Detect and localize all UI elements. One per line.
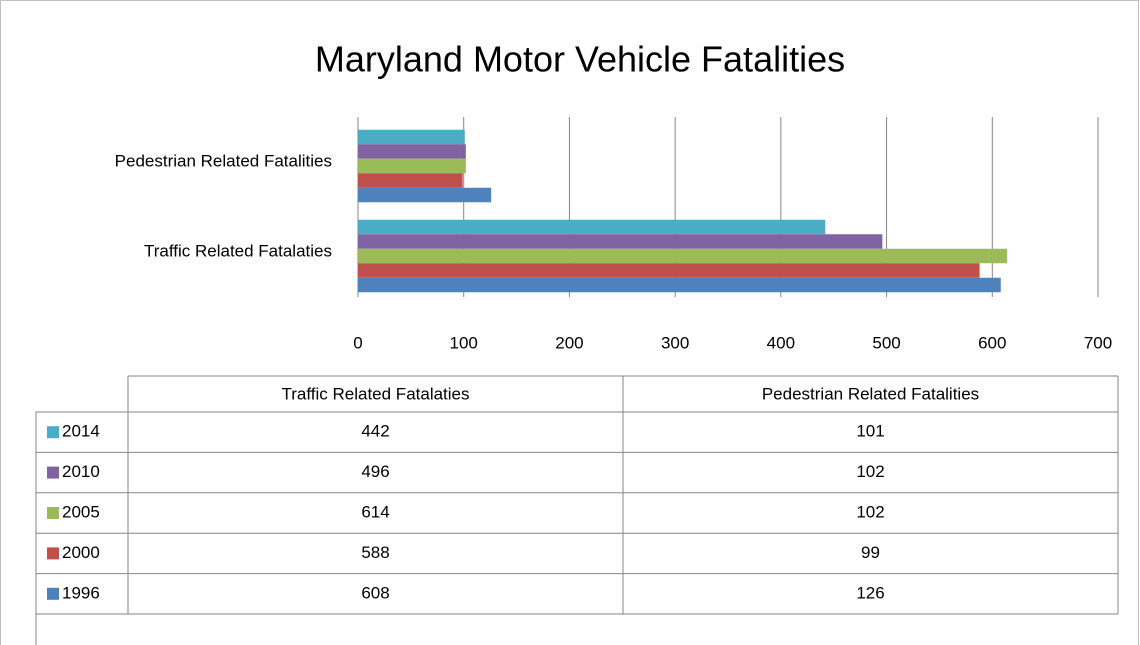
table-cell: 99 xyxy=(861,543,880,562)
table-cell: 102 xyxy=(856,462,884,481)
table-cell: 126 xyxy=(856,583,884,602)
table-cell: 496 xyxy=(361,462,389,481)
y-tick-label: Pedestrian Related Fatalities xyxy=(115,151,332,170)
bar xyxy=(358,173,463,188)
bar xyxy=(358,158,466,174)
x-tick-label: 400 xyxy=(767,333,795,352)
bar xyxy=(358,248,1008,264)
x-tick-label: 100 xyxy=(450,333,478,352)
legend-key xyxy=(47,547,59,560)
legend-key xyxy=(47,426,59,439)
table-cell: 101 xyxy=(856,422,884,441)
table-header: Pedestrian Related Fatalities xyxy=(762,384,979,403)
legend-label: 2005 xyxy=(62,502,100,521)
table-cell: 102 xyxy=(856,502,884,521)
legend-label: 2000 xyxy=(62,543,100,562)
bar xyxy=(358,234,883,249)
legend-key xyxy=(47,587,59,600)
table-cell: 614 xyxy=(361,502,389,521)
x-tick-label: 600 xyxy=(978,333,1006,352)
table-cell: 608 xyxy=(361,583,389,602)
bar xyxy=(358,277,1001,293)
legend-label: 2010 xyxy=(62,462,100,481)
legend-key xyxy=(47,507,59,519)
table-header: Traffic Related Fatalaties xyxy=(281,384,469,403)
x-tick-label: 0 xyxy=(353,333,362,352)
x-tick-label: 700 xyxy=(1084,333,1112,352)
x-tick-label: 500 xyxy=(872,333,900,352)
bar xyxy=(358,129,465,145)
bar xyxy=(358,219,826,235)
chart-title: Maryland Motor Vehicle Fatalities xyxy=(315,39,845,80)
bar xyxy=(358,144,466,159)
x-tick-label: 300 xyxy=(661,333,689,352)
y-tick-label: Traffic Related Fatalaties xyxy=(144,241,332,260)
table-cell: 442 xyxy=(361,422,389,441)
legend-key xyxy=(47,466,59,479)
legend-label: 1996 xyxy=(62,583,100,602)
table-cell: 588 xyxy=(361,543,389,562)
bar xyxy=(358,187,492,203)
legend-label: 2014 xyxy=(62,422,100,441)
bar xyxy=(358,263,980,278)
x-tick-label: 200 xyxy=(555,333,583,352)
